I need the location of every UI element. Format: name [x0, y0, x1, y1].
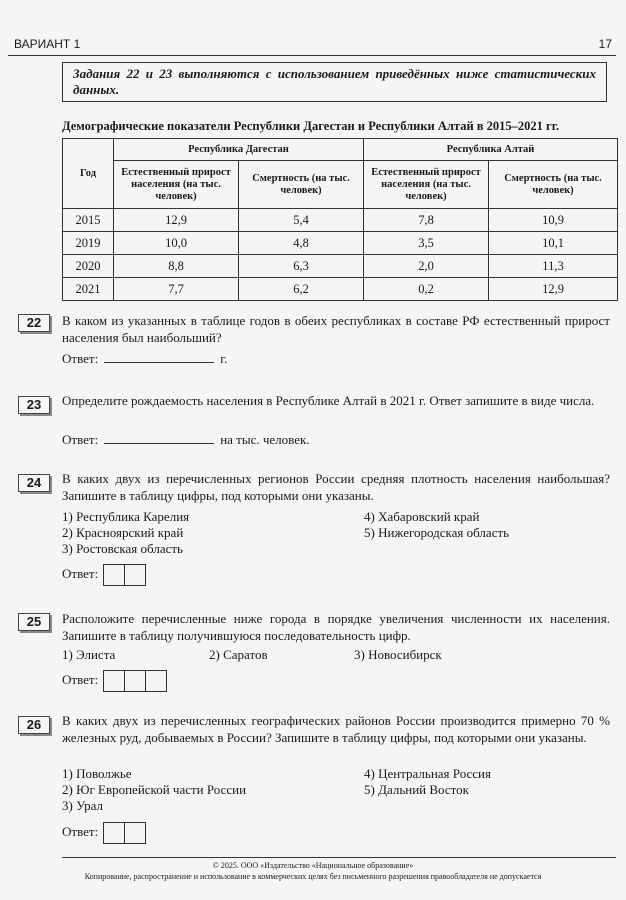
value-cell: 3,5	[363, 231, 489, 255]
option: 5) Нижегородская область	[364, 525, 510, 540]
intro-box: Задания 22 и 23 выполняются с использова…	[62, 62, 607, 102]
answer-cell[interactable]	[124, 822, 147, 844]
table-row: 2019 10,0 4,8 3,5 10,1	[62, 231, 618, 255]
answer-cell[interactable]	[103, 670, 126, 692]
table-title: Демографические показатели Республики Да…	[62, 119, 560, 133]
value-cell: 10,1	[488, 231, 618, 255]
question-24-text: В каких двух из перечисленных регионов Р…	[62, 471, 610, 503]
answer-cell[interactable]	[103, 822, 126, 844]
col-growth: Естественный прирост населения (на тыс. …	[363, 160, 489, 209]
answer-cell[interactable]	[103, 564, 126, 586]
col-growth: Естественный прирост населения (на тыс. …	[113, 160, 239, 209]
answer-unit: г.	[220, 351, 228, 366]
answer-cell[interactable]	[124, 670, 147, 692]
question-number: 23	[18, 396, 50, 414]
question-26-text: В каких двух из перечисленных географиче…	[62, 713, 610, 745]
value-cell: 8,8	[113, 254, 239, 278]
answer-22: Ответ: г.	[62, 350, 227, 367]
value-cell: 10,9	[488, 208, 618, 232]
value-cell: 0,2	[363, 277, 489, 301]
answer-label: Ответ:	[62, 432, 99, 447]
table-row: 2021 7,7 6,2 0,2 12,9	[62, 277, 618, 301]
value-cell: 10,0	[113, 231, 239, 255]
question-23-text: Определите рождаемость населения в Респу…	[62, 393, 595, 408]
option: 2) Юг Европейской части России	[62, 782, 247, 797]
value-cell: 12,9	[113, 208, 239, 232]
answer-field[interactable]	[104, 350, 215, 363]
year-cell: 2020	[62, 254, 114, 278]
value-cell: 7,8	[363, 208, 489, 232]
group-header-dagestan: Республика Дагестан	[113, 138, 364, 161]
footer-divider	[62, 857, 616, 858]
option: 1) Поволжье	[62, 766, 132, 781]
col-mortality: Смертность (на тыс. человек)	[488, 160, 618, 209]
option: 2) Саратов	[209, 647, 268, 662]
table-row: 2015 12,9 5,4 7,8 10,9	[62, 208, 618, 232]
variant-label: ВАРИАНТ 1	[14, 37, 81, 51]
options-left: 1) Республика Карелия 2) Красноярский кр…	[62, 509, 189, 557]
option: 1) Элиста	[62, 647, 116, 662]
header-divider	[8, 55, 616, 56]
value-cell: 4,8	[238, 231, 364, 255]
value-cell: 6,3	[238, 254, 364, 278]
option: 4) Хабаровский край	[364, 509, 480, 524]
option: 5) Дальний Восток	[364, 782, 469, 797]
year-cell: 2021	[62, 277, 114, 301]
question-number: 26	[18, 716, 50, 734]
year-cell: 2015	[62, 208, 114, 232]
page-number: 17	[598, 37, 612, 51]
value-cell: 2,0	[363, 254, 489, 278]
question-22-text: В каком из указанных в таблице годов в о…	[62, 313, 610, 345]
footer-notice: Копирование, распространение и использов…	[84, 872, 542, 881]
question-25-text: Расположите перечисленные ниже города в …	[62, 611, 610, 643]
answer-field[interactable]	[104, 431, 215, 444]
demographics-table: Год Республика Дагестан Республика Алтай…	[62, 138, 618, 301]
table-row: 2020 8,8 6,3 2,0 11,3	[62, 254, 618, 278]
answer-26: Ответ:	[62, 822, 147, 844]
answer-unit: на тыс. человек.	[220, 432, 310, 447]
value-cell: 5,4	[238, 208, 364, 232]
answer-24: Ответ:	[62, 564, 147, 586]
answer-label: Ответ:	[62, 823, 99, 839]
answer-label: Ответ:	[62, 565, 99, 581]
col-mortality: Смертность (на тыс. человек)	[238, 160, 364, 209]
option: 1) Республика Карелия	[62, 509, 190, 524]
value-cell: 6,2	[238, 277, 364, 301]
option: 3) Урал	[62, 798, 104, 813]
group-header-altai: Республика Алтай	[363, 138, 618, 161]
footer-copyright: © 2025. ООО «Издательство «Национальное …	[212, 861, 414, 870]
question-number: 22	[18, 314, 50, 332]
value-cell: 12,9	[488, 277, 618, 301]
answer-23: Ответ: на тыс. человек.	[62, 431, 310, 448]
option: 4) Центральная Россия	[364, 766, 491, 781]
answer-cell[interactable]	[145, 670, 168, 692]
options-left: 1) Поволжье 2) Юг Европейской части Росс…	[62, 766, 246, 814]
options-right: 4) Хабаровский край 5) Нижегородская обл…	[364, 509, 509, 541]
answer-25: Ответ:	[62, 670, 168, 692]
value-cell: 7,7	[113, 277, 239, 301]
value-cell: 11,3	[488, 254, 618, 278]
option: 2) Красноярский край	[62, 525, 184, 540]
option: 3) Ростовская область	[62, 541, 183, 556]
answer-label: Ответ:	[62, 351, 99, 366]
question-number: 25	[18, 613, 50, 631]
year-cell: 2019	[62, 231, 114, 255]
year-header: Год	[62, 138, 114, 209]
answer-label: Ответ:	[62, 671, 99, 687]
question-number: 24	[18, 474, 50, 492]
option: 3) Новосибирск	[354, 647, 442, 662]
answer-cell[interactable]	[124, 564, 147, 586]
options-right: 4) Центральная Россия 5) Дальний Восток	[364, 766, 491, 798]
